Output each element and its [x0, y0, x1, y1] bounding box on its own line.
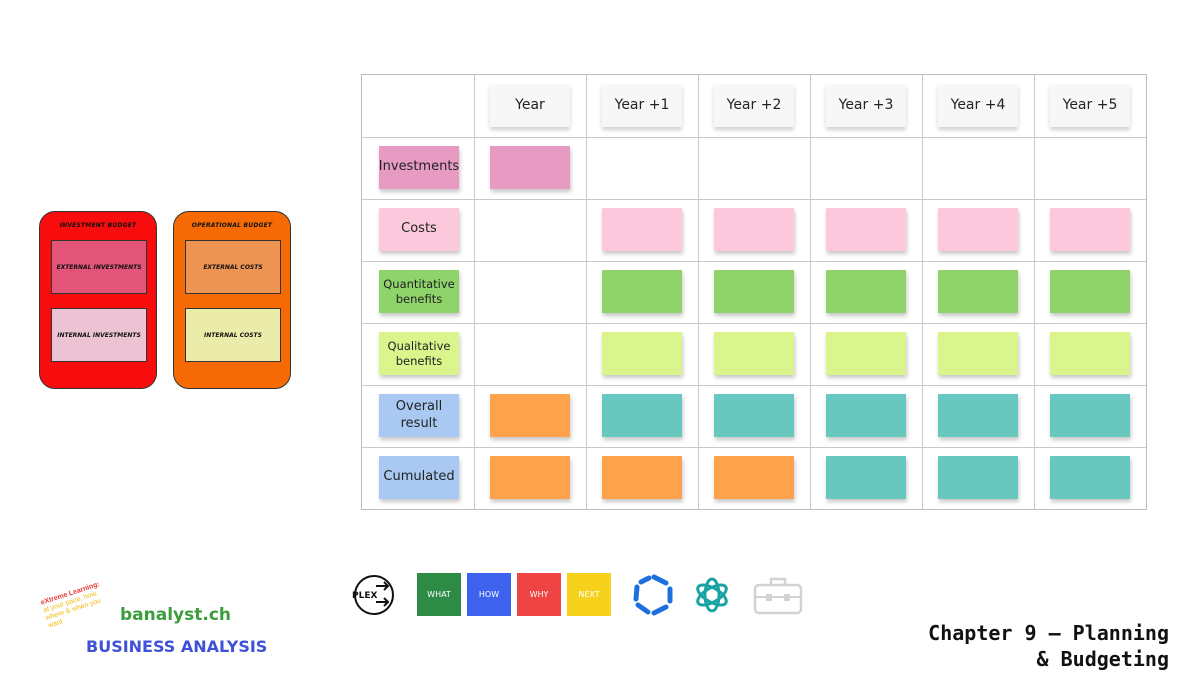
costs-note[interactable] — [714, 208, 794, 251]
investments-label-note[interactable]: Investments — [379, 146, 459, 189]
qualitative-benefits-note[interactable] — [1050, 332, 1130, 375]
quantitative-benefits-note[interactable] — [1050, 270, 1130, 313]
brand-tagline: eXtreme Learning: at your pace, how, whe… — [40, 578, 116, 630]
overall-result-note[interactable] — [602, 394, 682, 437]
investments-note-year[interactable] — [490, 146, 570, 189]
costs-note[interactable] — [1050, 208, 1130, 251]
overall-result-note[interactable] — [714, 394, 794, 437]
operational-budget-card: Operational Budget External costs Intern… — [173, 211, 291, 389]
overall-result-note[interactable] — [938, 394, 1018, 437]
chapter-title-line-2: & Budgeting — [1036, 647, 1169, 671]
investment-budget-card: Investment Budget External investments I… — [39, 211, 157, 389]
cumulated-note[interactable] — [602, 456, 682, 499]
year-plus-5-header-note[interactable]: Year +5 — [1050, 84, 1130, 127]
overall-result-note[interactable] — [826, 394, 906, 437]
quantitative-benefits-label-note[interactable]: Quantitative benefits — [379, 270, 459, 313]
year-header-note[interactable]: Year — [490, 84, 570, 127]
brand-subtitle: BUSINESS ANALYSIS — [86, 637, 268, 656]
qualitative-benefits-note[interactable] — [938, 332, 1018, 375]
year-plus-2-header-note[interactable]: Year +2 — [714, 84, 794, 127]
internal-investments-box: Internal investments — [51, 308, 147, 362]
cumulated-note[interactable] — [1050, 456, 1130, 499]
plex-icon[interactable]: PLEX — [350, 573, 398, 617]
external-costs-box: External costs — [185, 240, 281, 294]
chapter-title-line-1: Chapter 9 – Planning — [928, 621, 1169, 645]
costs-note[interactable] — [938, 208, 1018, 251]
next-tag-button[interactable]: NEXT — [567, 573, 611, 616]
overall-result-note[interactable] — [1050, 394, 1130, 437]
cumulated-note[interactable] — [714, 456, 794, 499]
cumulated-note[interactable] — [490, 456, 570, 499]
external-investments-box: External investments — [51, 240, 147, 294]
brand-name[interactable]: banalyst.ch — [120, 605, 232, 625]
quantitative-benefits-note[interactable] — [826, 270, 906, 313]
year-plus-4-header-note[interactable]: Year +4 — [938, 84, 1018, 127]
plex-label: PLEX — [352, 591, 377, 601]
year-plus-3-header-note[interactable]: Year +3 — [826, 84, 906, 127]
cumulated-label-note[interactable]: Cumulated — [379, 456, 459, 499]
internal-costs-box: Internal costs — [185, 308, 281, 362]
quantitative-benefits-note[interactable] — [938, 270, 1018, 313]
cumulated-note[interactable] — [826, 456, 906, 499]
investment-budget-title: Investment Budget — [59, 222, 137, 229]
openai-icon[interactable] — [690, 573, 734, 617]
what-tag-button[interactable]: WHAT — [417, 573, 461, 616]
operational-budget-title: Operational Budget — [191, 222, 273, 229]
costs-note[interactable] — [826, 208, 906, 251]
year-plus-1-header-note[interactable]: Year +1 — [602, 84, 682, 127]
qualitative-benefits-note[interactable] — [602, 332, 682, 375]
chapter-title: Chapter 9 – Planning & Budgeting — [869, 620, 1169, 672]
quantitative-benefits-note[interactable] — [602, 270, 682, 313]
qualitative-benefits-label-note[interactable]: Qualitative benefits — [379, 332, 459, 375]
briefcase-icon[interactable] — [752, 573, 804, 617]
qualitative-benefits-note[interactable] — [714, 332, 794, 375]
why-tag-button[interactable]: WHY — [517, 573, 561, 616]
ring-logo-icon[interactable] — [632, 573, 676, 617]
costs-note[interactable] — [602, 208, 682, 251]
how-tag-button[interactable]: HOW — [467, 573, 511, 616]
overall-result-label-note[interactable]: Overall result — [379, 394, 459, 437]
quantitative-benefits-note[interactable] — [714, 270, 794, 313]
qualitative-benefits-note[interactable] — [826, 332, 906, 375]
planning-grid: Year Year +1 Year +2 Year +3 Year +4 Yea… — [361, 74, 1147, 510]
overall-result-note[interactable] — [490, 394, 570, 437]
costs-label-note[interactable]: Costs — [379, 208, 459, 251]
cumulated-note[interactable] — [938, 456, 1018, 499]
